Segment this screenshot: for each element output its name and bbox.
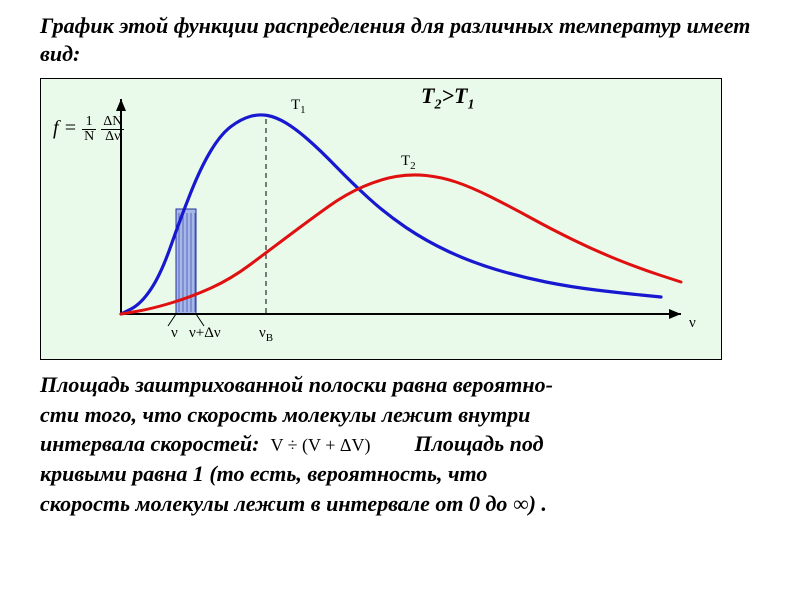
page: График этой функции распределения для ра… [0, 0, 800, 600]
svg-text:T2: T2 [401, 153, 416, 172]
bottom-line2: сти того, что скорость молекулы лежит вн… [40, 402, 530, 427]
svg-text:ν: ν [689, 315, 696, 331]
bottom-line1: Площадь заштрихованной полоски равна вер… [40, 372, 553, 397]
bottom-paragraph: Площадь заштрихованной полоски равна вер… [40, 370, 760, 518]
bottom-line4: кривыми равна 1 (то есть, вероятность, ч… [40, 461, 487, 486]
svg-text:T1: T1 [291, 97, 306, 116]
distribution-chart: T2>T1 f = 1 N ΔN Δν T1T2ννν+ΔννB [40, 78, 722, 360]
bottom-line3b: Площадь под [414, 431, 543, 456]
svg-text:ν: ν [171, 325, 178, 341]
chart-svg: T1 T2 ν ν ν+Δν νB [41, 79, 721, 359]
interval-formula: V ÷ (V + ΔV) [271, 435, 371, 455]
svg-text:ν+Δν: ν+Δν [189, 325, 221, 341]
page-title: График этой функции распределения для ра… [40, 12, 760, 67]
bottom-line5: скорость молекулы лежит в интервале от 0… [40, 491, 547, 516]
svg-text:νB: νB [259, 325, 273, 344]
bottom-line3a: интервала скоростей: [40, 431, 260, 456]
